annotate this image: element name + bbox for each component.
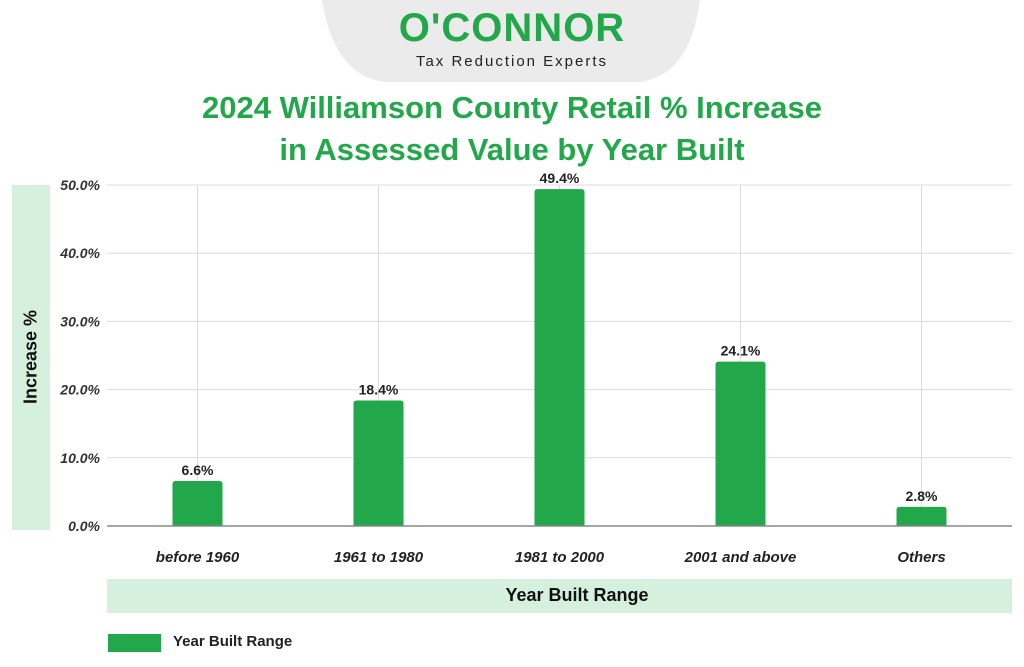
bar [172,480,223,526]
x-tick-label: 1961 to 1980 [334,549,424,566]
x-axis-label-panel [107,579,1012,613]
data-label: 24.1% [721,343,761,359]
legend-swatch [108,634,161,652]
chart-title-line-1: 2024 Williamson County Retail % Increase [202,90,822,125]
x-axis-label: Year Built Range [505,585,649,605]
x-tick-label: 1981 to 2000 [515,549,605,566]
y-tick-label: 10.0% [60,450,100,466]
y-tick-label: 40.0% [59,245,100,261]
legend-label: Year Built Range [173,633,293,650]
data-label: 18.4% [359,382,399,398]
y-axis-label-panel [12,185,50,530]
y-tick-label: 20.0% [59,382,100,398]
bar [715,361,766,526]
data-label: 6.6% [182,462,214,478]
brand-tagline: Tax Reduction Experts [415,53,609,70]
brand-logo: O'CONNOR [398,6,626,50]
chart-title-line-2: in Assessed Value by Year Built [279,132,745,167]
data-label: 2.8% [906,488,938,504]
logo-tab [322,0,700,82]
bar [534,189,585,527]
x-tick-label: 2001 and above [684,549,797,566]
bar-chart: 0.0% 10.0% 20.0% 30.0% 40.0% 50.0% 6.6% before … [59,170,1012,566]
x-tick-label: Others [897,549,945,566]
x-tick-label: before 1960 [156,549,240,566]
bar [353,400,404,526]
bar [896,506,947,526]
y-tick-label: 30.0% [60,313,100,329]
y-tick-label: 0.0% [68,518,100,534]
y-tick-label: 50.0% [60,177,100,193]
data-label: 49.4% [540,170,580,186]
